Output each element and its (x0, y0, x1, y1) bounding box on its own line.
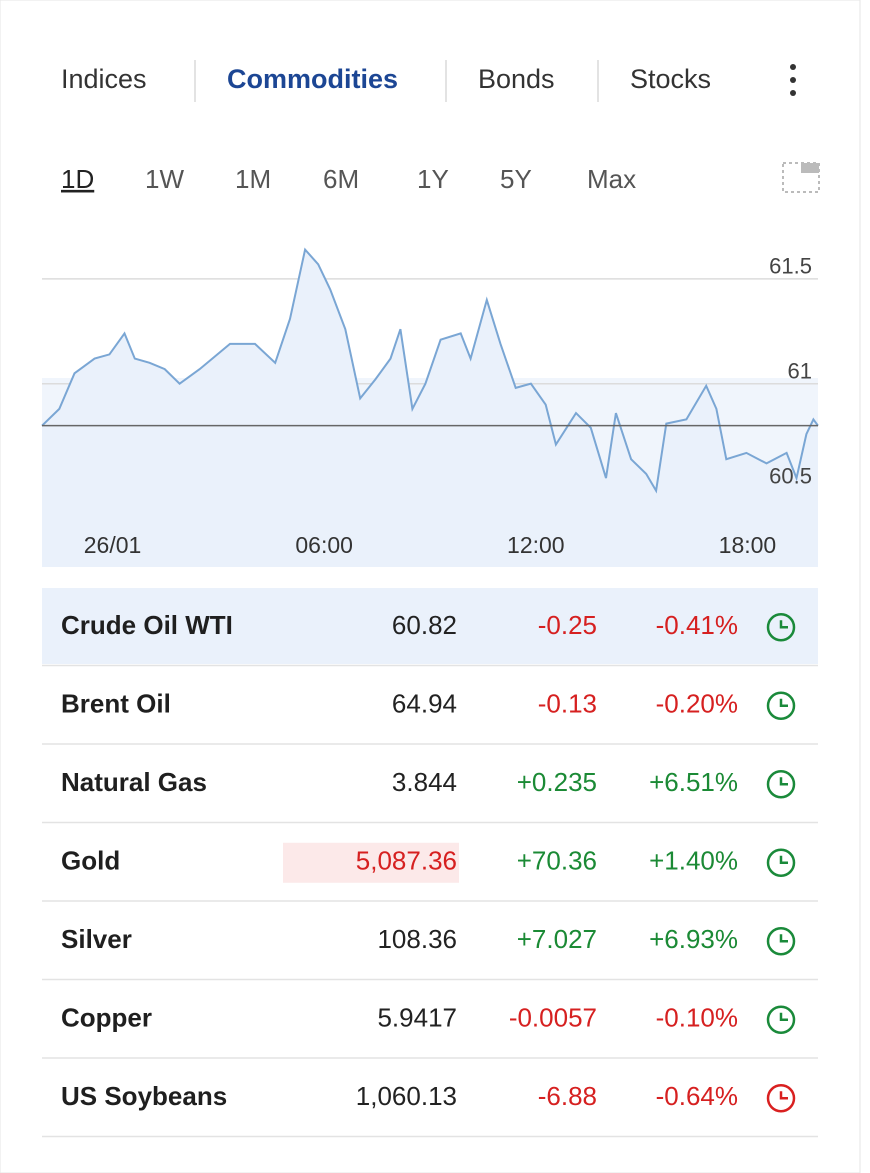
row-change-pct: -0.20% (656, 689, 738, 719)
clock-hands (779, 1091, 788, 1100)
period-tab[interactable]: 1Y (417, 164, 449, 194)
period-tab[interactable]: 1W (145, 164, 184, 194)
menu-dot[interactable] (790, 90, 796, 96)
x-tick-label: 18:00 (719, 532, 777, 558)
clock-icon (766, 927, 796, 956)
clock-hands (779, 620, 788, 629)
tab[interactable]: Indices (61, 64, 147, 94)
clock-icon (766, 1084, 796, 1113)
period-tab[interactable]: 1D (61, 164, 94, 194)
row-name[interactable]: US Soybeans (61, 1081, 227, 1111)
menu-dot[interactable] (790, 77, 796, 83)
row-selected (42, 588, 818, 664)
y-tick-label: 61.5 (769, 254, 812, 279)
clock-icon (766, 770, 796, 799)
row-change-pct: +6.93% (649, 924, 738, 954)
clock-hands (779, 934, 788, 943)
x-tick-label: 06:00 (295, 532, 353, 558)
clock-icon (766, 1005, 796, 1034)
clock-face (766, 691, 796, 720)
clock-hands (779, 855, 788, 864)
row-price: 108.36 (377, 924, 457, 954)
y-tick-label: 60.5 (769, 463, 812, 488)
period-tab[interactable]: Max (587, 164, 636, 194)
row-change-pct: -0.64% (656, 1081, 738, 1111)
period-tab[interactable]: 1M (235, 164, 271, 194)
tab[interactable]: Commodities (227, 64, 398, 94)
y-tick-label: 61 (788, 359, 812, 384)
row-name[interactable]: Silver (61, 924, 132, 954)
clock-face (766, 613, 796, 642)
row-change: -0.13 (538, 689, 597, 719)
price-flash (283, 842, 459, 883)
clock-face (766, 848, 796, 877)
row-price: 1,060.13 (356, 1081, 457, 1111)
area (42, 249, 818, 567)
x-tick-label: 12:00 (507, 532, 565, 558)
row-price: 60.82 (392, 610, 457, 640)
row-name[interactable]: Gold (61, 846, 120, 876)
row-name[interactable]: Copper (61, 1003, 152, 1033)
row-name[interactable]: Brent Oil (61, 689, 171, 719)
clock-icon (766, 613, 796, 642)
clock-hands (779, 1012, 788, 1021)
row-price: 3.844 (392, 767, 457, 797)
menu-dot[interactable] (790, 64, 796, 70)
row-change-pct: +1.40% (649, 846, 738, 876)
price-line (41, 247, 819, 494)
row-price: 5.9417 (377, 1003, 457, 1033)
row-change: -0.0057 (509, 1003, 597, 1033)
clock-hands (779, 698, 788, 707)
clock-icon (766, 848, 796, 877)
period-tab[interactable]: 5Y (500, 164, 532, 194)
clock-face (766, 770, 796, 799)
row-change-pct: -0.10% (656, 1003, 738, 1033)
row-change: +70.36 (517, 846, 597, 876)
tab[interactable]: Stocks (630, 64, 711, 94)
row-price: 5,087.36 (356, 846, 457, 876)
clock-face (766, 1084, 796, 1113)
expand-icon-corner (801, 163, 819, 173)
row-name[interactable]: Crude Oil WTI (61, 610, 233, 640)
clock-face (766, 1005, 796, 1034)
row-change: -0.25 (538, 610, 597, 640)
x-tick-label: 26/01 (84, 532, 142, 558)
clock-hands (779, 777, 788, 786)
clock-icon (766, 691, 796, 720)
period-tab[interactable]: 6M (323, 164, 359, 194)
clock-face (766, 927, 796, 956)
row-change-pct: +6.51% (649, 767, 738, 797)
row-change-pct: -0.41% (656, 610, 738, 640)
row-change: -6.88 (538, 1081, 597, 1111)
tab[interactable]: Bonds (478, 64, 555, 94)
row-price: 64.94 (392, 689, 457, 719)
row-change: +0.235 (517, 767, 597, 797)
row-name[interactable]: Natural Gas (61, 767, 207, 797)
row-change: +7.027 (517, 924, 597, 954)
